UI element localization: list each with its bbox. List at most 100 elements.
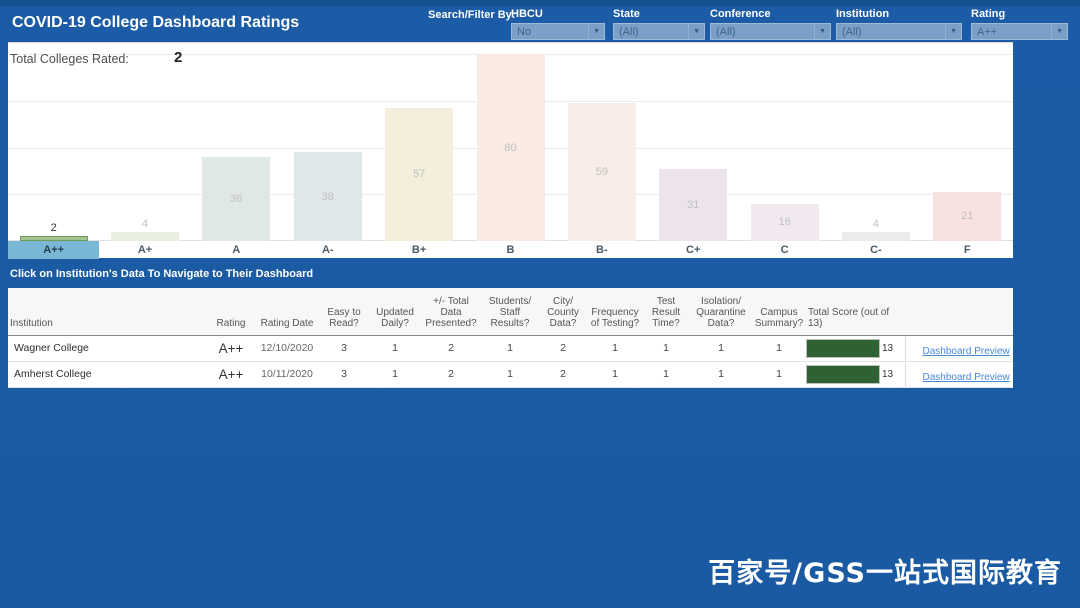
score-value[interactable]: 1 — [482, 335, 538, 362]
bar-C[interactable] — [750, 203, 819, 241]
score-value[interactable]: 1 — [482, 361, 538, 388]
dashboard-preview-link[interactable]: Dashboard Preview — [922, 345, 1010, 357]
bar-F[interactable] — [933, 191, 1002, 241]
bar-A-[interactable] — [293, 152, 362, 241]
score-value[interactable]: 3 — [318, 335, 370, 362]
bar-value-A++: 2 — [50, 222, 57, 235]
column-header-frequency-of-testing: Frequency of Testing? — [588, 288, 642, 336]
total-score-cell[interactable]: 13 — [806, 335, 905, 362]
ratings-bar-chart: Total Colleges Rated: 2 2 4 36 38 57 80 59 31 16… — [8, 42, 1013, 259]
filter-hbcu: HBCU No ▼ — [511, 8, 605, 40]
bar-C+[interactable] — [659, 168, 728, 241]
axis-label-F[interactable]: F — [963, 244, 971, 256]
score-value[interactable]: 1 — [690, 361, 752, 388]
column-header-rating: Rating — [206, 288, 256, 336]
axis-label-A-[interactable]: A- — [321, 244, 334, 256]
score-value[interactable]: 2 — [538, 361, 588, 388]
table-instruction: Click on Institution's Data To Navigate … — [10, 268, 314, 280]
score-value[interactable]: 1 — [588, 335, 642, 362]
axis-label-B[interactable]: B — [506, 244, 515, 256]
axis-label-A[interactable]: A — [232, 244, 241, 256]
conference-dropdown[interactable]: (All) ▼ — [710, 23, 831, 40]
axis-label-C[interactable]: C — [780, 244, 789, 256]
bar-value-A: 36 — [230, 192, 243, 205]
dropdown-value: No — [517, 25, 532, 38]
column-header-updated-daily: Updated Daily? — [370, 288, 420, 336]
chevron-down-icon[interactable]: ▼ — [588, 24, 604, 39]
bar-value-B: 80 — [504, 141, 517, 154]
filter-conference: Conference (All) ▼ — [710, 8, 831, 40]
score-value[interactable]: 1 — [690, 335, 752, 362]
hbcu-dropdown[interactable]: No ▼ — [511, 23, 605, 40]
filter-label: Conference — [710, 8, 771, 20]
institution-name[interactable]: Wagner College — [8, 335, 206, 362]
bar-value-F: 21 — [961, 210, 974, 223]
score-value[interactable]: 1 — [642, 361, 690, 388]
column-header-easy-to-read: Easy to Read? — [318, 288, 370, 336]
page-title: COVID-19 College Dashboard Ratings — [12, 14, 300, 31]
total-score-cell[interactable]: 13 — [806, 361, 905, 388]
axis-label-B-[interactable]: B- — [596, 244, 608, 256]
score-value[interactable]: 3 — [318, 361, 370, 388]
rating-date[interactable]: 12/10/2020 — [256, 335, 318, 362]
score-value[interactable]: 1 — [752, 335, 806, 362]
filter-label: HBCU — [511, 8, 543, 20]
score-value[interactable]: 1 — [370, 361, 420, 388]
total-colleges-value: 2 — [174, 49, 183, 66]
score-value[interactable]: 1 — [588, 361, 642, 388]
table-row[interactable]: Amherst College A++ 10/11/2020 3 1 2 1 2 1 1 1 1 13 D… — [8, 361, 1013, 388]
filter-rating: Rating A++ ▼ — [971, 8, 1068, 40]
axis-label-C-[interactable]: C- — [870, 244, 882, 256]
chevron-down-icon[interactable]: ▼ — [1051, 24, 1067, 39]
bar-B[interactable] — [476, 54, 545, 241]
institution-dropdown[interactable]: (All) ▼ — [836, 23, 962, 40]
rating-date[interactable]: 10/11/2020 — [256, 361, 318, 388]
score-value[interactable]: 2 — [538, 335, 588, 362]
table-row[interactable]: Wagner College A++ 12/10/2020 3 1 2 1 2 1 1 1 1 13 Da… — [8, 335, 1013, 362]
filter-label: Rating — [971, 8, 1006, 20]
dropdown-value: A++ — [977, 25, 998, 38]
institution-name[interactable]: Amherst College — [8, 361, 206, 388]
x-axis: A++ A+ A A- B+ B B- C+ C C- F — [8, 241, 1013, 259]
bar-A+[interactable] — [111, 231, 180, 241]
rating-value[interactable]: A++ — [206, 361, 256, 388]
dashboard-preview-cell[interactable]: Dashboard Preview — [904, 361, 1013, 388]
bar-A[interactable] — [202, 156, 271, 241]
axis-label-B+[interactable]: B+ — [411, 244, 427, 256]
search-filter-label: Search/Filter By: — [428, 9, 516, 21]
bar-B+[interactable] — [385, 107, 454, 241]
total-score-number: 13 — [882, 368, 894, 380]
total-colleges-label: Total Colleges Rated: — [10, 52, 129, 66]
dropdown-value: (All) — [842, 25, 862, 38]
bar-C-[interactable] — [841, 231, 910, 241]
bar-value-B+: 57 — [413, 168, 426, 181]
chevron-down-icon[interactable]: ▼ — [814, 24, 830, 39]
score-value[interactable]: 1 — [370, 335, 420, 362]
score-value[interactable]: 2 — [420, 335, 482, 362]
total-score-bar[interactable] — [806, 364, 880, 384]
column-header-rating-date: Rating Date — [256, 288, 318, 336]
filter-state: State (All) ▼ — [613, 8, 705, 40]
score-value[interactable]: 1 — [642, 335, 690, 362]
rating-dropdown[interactable]: A++ ▼ — [971, 23, 1068, 40]
bar-B-[interactable] — [567, 103, 636, 241]
rating-value[interactable]: A++ — [206, 335, 256, 362]
dashboard-preview-cell[interactable]: Dashboard Preview — [904, 335, 1013, 362]
bar-A++[interactable] — [19, 236, 88, 241]
total-score-bar[interactable] — [806, 338, 880, 358]
dropdown-value: (All) — [716, 25, 736, 38]
bar-value-A-: 38 — [321, 190, 334, 203]
score-value[interactable]: 2 — [420, 361, 482, 388]
chevron-down-icon[interactable]: ▼ — [945, 24, 961, 39]
dropdown-value: (All) — [619, 25, 639, 38]
axis-label-A++[interactable]: A++ — [8, 241, 100, 259]
score-value[interactable]: 1 — [752, 361, 806, 388]
column-header-institution: Institution — [8, 288, 206, 336]
bar-value-B-: 59 — [595, 166, 608, 179]
axis-label-C+[interactable]: C+ — [686, 244, 701, 256]
chevron-down-icon[interactable]: ▼ — [688, 24, 704, 39]
watermark-text: 百家号/GSS一站式国际教育 — [708, 558, 1062, 589]
state-dropdown[interactable]: (All) ▼ — [613, 23, 705, 40]
dashboard-preview-link[interactable]: Dashboard Preview — [922, 371, 1010, 383]
axis-label-A+[interactable]: A+ — [137, 244, 153, 256]
